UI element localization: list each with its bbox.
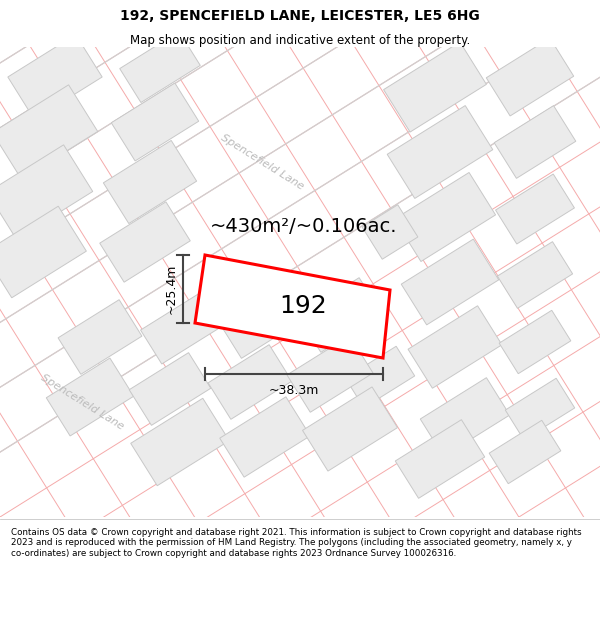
Polygon shape	[0, 145, 93, 239]
Polygon shape	[100, 202, 190, 282]
Polygon shape	[220, 397, 310, 477]
Polygon shape	[499, 310, 571, 374]
Polygon shape	[494, 106, 576, 178]
Polygon shape	[345, 346, 415, 408]
Polygon shape	[505, 378, 575, 440]
Polygon shape	[103, 141, 197, 224]
Polygon shape	[362, 205, 418, 259]
Polygon shape	[383, 42, 487, 132]
Polygon shape	[120, 31, 200, 102]
Text: Spencefield Lane: Spencefield Lane	[219, 132, 305, 192]
Polygon shape	[401, 239, 499, 325]
Polygon shape	[486, 38, 574, 116]
Polygon shape	[394, 173, 496, 261]
Text: 192, SPENCEFIELD LANE, LEICESTER, LE5 6HG: 192, SPENCEFIELD LANE, LEICESTER, LE5 6H…	[120, 9, 480, 23]
Text: Spencefield Lane: Spencefield Lane	[39, 372, 125, 432]
Polygon shape	[46, 358, 134, 436]
Polygon shape	[140, 294, 220, 364]
Polygon shape	[131, 398, 229, 486]
Polygon shape	[496, 174, 574, 244]
Polygon shape	[219, 286, 301, 358]
Polygon shape	[395, 419, 485, 498]
Polygon shape	[287, 336, 373, 412]
Polygon shape	[408, 306, 502, 388]
Polygon shape	[298, 278, 382, 352]
Polygon shape	[0, 206, 86, 298]
Text: 192: 192	[280, 294, 327, 319]
Polygon shape	[8, 34, 102, 119]
Polygon shape	[195, 255, 390, 358]
Polygon shape	[420, 378, 510, 456]
Text: ~430m²/~0.106ac.: ~430m²/~0.106ac.	[210, 217, 398, 236]
Polygon shape	[58, 300, 142, 374]
Text: Map shows position and indicative extent of the property.: Map shows position and indicative extent…	[130, 34, 470, 47]
Polygon shape	[387, 106, 493, 198]
Polygon shape	[302, 387, 397, 471]
Text: ~25.4m: ~25.4m	[165, 264, 178, 314]
Polygon shape	[497, 242, 572, 308]
Text: ~38.3m: ~38.3m	[269, 384, 319, 397]
Polygon shape	[489, 420, 561, 484]
Polygon shape	[111, 83, 199, 161]
Text: Contains OS data © Crown copyright and database right 2021. This information is : Contains OS data © Crown copyright and d…	[11, 528, 581, 558]
Polygon shape	[129, 352, 211, 426]
Polygon shape	[0, 85, 98, 179]
Polygon shape	[208, 345, 292, 419]
